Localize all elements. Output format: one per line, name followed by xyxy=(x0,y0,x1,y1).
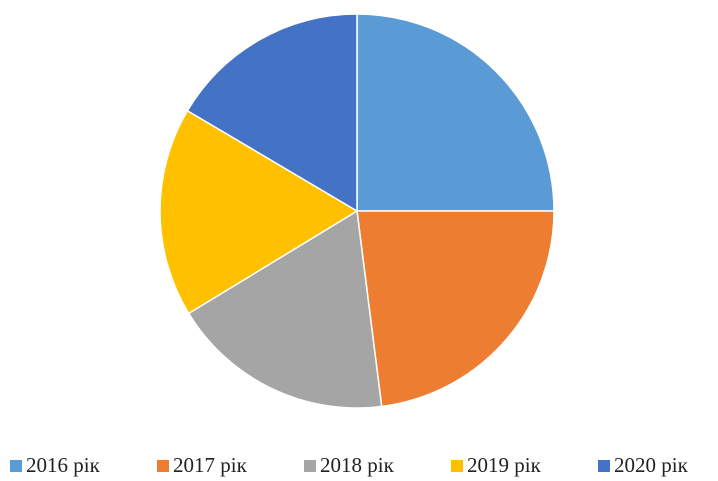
legend-label: 2020 рік xyxy=(614,453,689,477)
legend-label: 2017 рік xyxy=(173,453,248,477)
legend-swatch xyxy=(157,460,169,472)
pie-slice xyxy=(356,13,555,212)
legend-label: 2016 рік xyxy=(26,453,101,477)
pie-slice xyxy=(187,209,383,409)
legend-label: 2018 рік xyxy=(320,453,395,477)
pie-slice xyxy=(159,109,359,315)
legend-swatch xyxy=(304,460,316,472)
legend-label: 2019 рік xyxy=(467,453,542,477)
legend-swatch xyxy=(598,460,610,472)
legend-swatch xyxy=(451,460,463,472)
pie-slice xyxy=(186,13,358,213)
legend-swatch xyxy=(10,460,22,472)
pie-slice xyxy=(356,210,555,408)
